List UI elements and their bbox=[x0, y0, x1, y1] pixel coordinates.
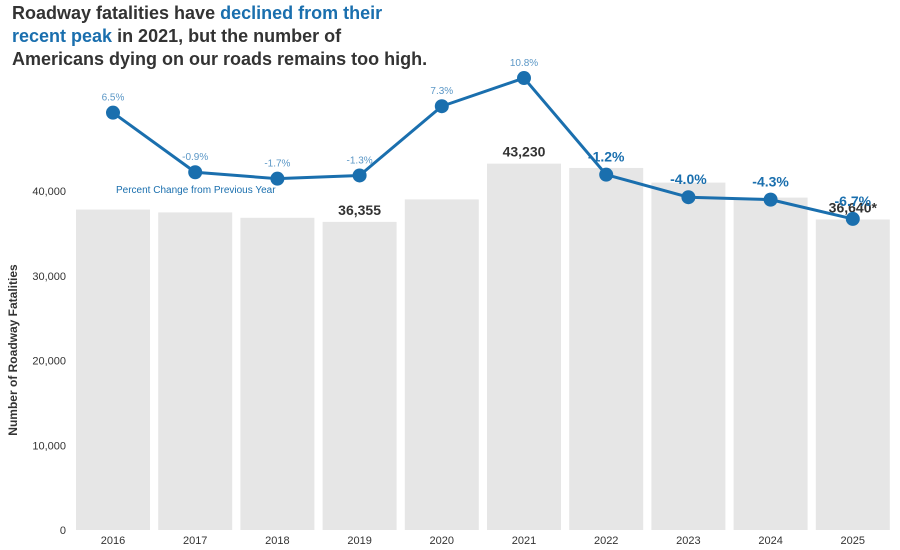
bar-value-label: 43,230 bbox=[503, 144, 546, 160]
bar-2024 bbox=[733, 197, 808, 530]
bar-labels-group: 36,355 43,230 36,640* bbox=[338, 144, 877, 218]
y-tick-label: 30,000 bbox=[32, 271, 66, 283]
x-tick-label: 2017 bbox=[183, 535, 207, 547]
title-highlight: declined from their recent peak bbox=[12, 3, 383, 46]
y-tick-label: 10,000 bbox=[32, 440, 66, 452]
bar-2016 bbox=[76, 209, 150, 530]
x-axis: 2016 2017 2018 2019 2020 2021 2022 2023 2024 2025 bbox=[101, 535, 865, 547]
y-tick-label: 20,000 bbox=[32, 356, 66, 368]
x-tick-label: 2018 bbox=[265, 535, 289, 547]
bar-2025 bbox=[815, 219, 890, 530]
bar-2019 bbox=[322, 221, 397, 531]
bar-2018 bbox=[240, 217, 315, 531]
y-axis-label: Number of Roadway Fatalities bbox=[6, 264, 20, 436]
bar-value-label: 36,355 bbox=[338, 202, 381, 218]
percent-change-point bbox=[106, 105, 120, 120]
percent-change-point bbox=[517, 71, 531, 86]
x-tick-label: 2016 bbox=[101, 535, 125, 547]
percent-change-point bbox=[352, 168, 367, 183]
bar-2023 bbox=[651, 182, 726, 531]
bar-2021 bbox=[487, 163, 561, 531]
x-tick-label: 2024 bbox=[758, 535, 782, 547]
percent-change-label: -4.0% bbox=[670, 171, 707, 187]
bar-2017 bbox=[158, 212, 233, 530]
percent-change-point bbox=[763, 192, 778, 207]
bar-2022 bbox=[569, 167, 644, 531]
y-tick-label: 0 bbox=[60, 525, 66, 537]
x-tick-label: 2021 bbox=[512, 535, 536, 547]
percent-change-label: -1.7% bbox=[264, 159, 290, 170]
percent-change-label: 7.3% bbox=[430, 86, 453, 97]
chart-title: Roadway fatalities have declined from th… bbox=[12, 2, 432, 71]
bar-2020 bbox=[404, 199, 479, 530]
percent-change-line bbox=[112, 76, 854, 221]
percent-change-label: -1.3% bbox=[347, 155, 373, 166]
line-series-name: Percent Change from Previous Year bbox=[116, 185, 276, 196]
bars-group bbox=[76, 163, 890, 531]
percent-change-point bbox=[188, 165, 203, 180]
percent-change-label: 10.8% bbox=[510, 58, 538, 69]
x-tick-label: 2019 bbox=[347, 535, 371, 547]
x-tick-label: 2025 bbox=[841, 535, 865, 547]
percent-change-label: -4.3% bbox=[752, 174, 789, 190]
percent-change-label: -6.7% bbox=[835, 193, 872, 209]
bar-value-label: 36,640* bbox=[829, 199, 878, 215]
y-axis: 0 10,000 20,000 30,000 40,000 bbox=[32, 186, 66, 537]
percent-change-line-group: 6.5% -0.9% -1.7% -1.3% 7.3% 10.8% -1.2% -4.0% -4… bbox=[102, 58, 872, 226]
percent-change-point bbox=[434, 99, 449, 114]
title-part2: in 2021, but the number of Americans dyi… bbox=[12, 26, 428, 69]
percent-change-label: -1.2% bbox=[588, 149, 625, 165]
y-tick-label: 40,000 bbox=[32, 186, 66, 198]
percent-change-point bbox=[681, 190, 696, 205]
percent-change-label: 6.5% bbox=[102, 93, 125, 104]
x-tick-label: 2022 bbox=[594, 535, 618, 547]
x-tick-label: 2020 bbox=[430, 535, 454, 547]
percent-change-point bbox=[845, 211, 860, 226]
x-tick-label: 2023 bbox=[676, 535, 700, 547]
percent-change-point bbox=[599, 167, 614, 182]
percent-change-label: -0.9% bbox=[182, 152, 208, 163]
percent-change-point bbox=[270, 171, 285, 186]
title-part1: Roadway fatalities have bbox=[12, 3, 221, 23]
